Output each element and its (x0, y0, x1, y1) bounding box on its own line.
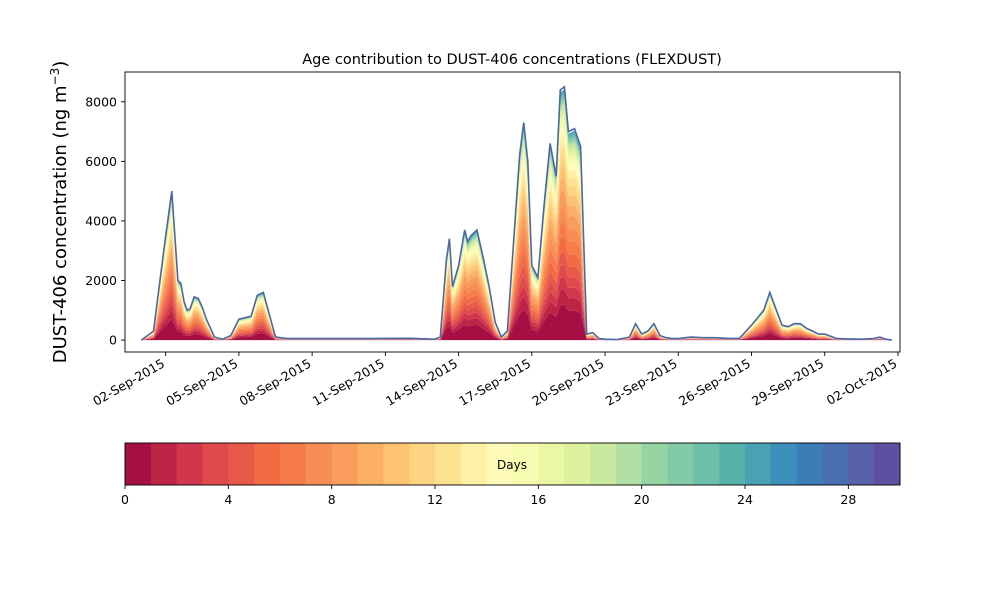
colorbar-segment (409, 443, 436, 485)
colorbar-segment (796, 443, 823, 485)
colorbar-tick-label: 4 (224, 492, 232, 507)
x-axis: 02-Sep-201505-Sep-201508-Sep-201511-Sep-… (90, 352, 899, 409)
colorbar-segment (460, 443, 488, 485)
colorbar-segment (615, 443, 643, 485)
total-concentration-line (140, 85, 893, 341)
colorbar-segment (357, 443, 384, 485)
colorbar-segment (486, 443, 513, 485)
x-tick-label: 29-Sep-2015 (749, 356, 826, 409)
x-tick-label: 05-Sep-2015 (163, 356, 240, 409)
y-tick-label: 8000 (85, 94, 117, 109)
y-axis-label-superscript: −3 (48, 68, 62, 86)
colorbar-label: Days (497, 458, 527, 472)
y-axis: 0 2000 4000 6000 8000 (85, 94, 125, 348)
y-axis-label: DUST-406 concentration (ng m−3) (48, 61, 71, 364)
colorbar-frame (124, 442, 901, 486)
age-band-area-3 (141, 264, 892, 341)
colorbar-segment (512, 443, 539, 485)
colorbar-segment (150, 443, 178, 485)
x-tick-label: 08-Sep-2015 (237, 356, 314, 409)
colorbar-segment (641, 443, 668, 485)
chart-title: Age contribution to DUST-406 concentrati… (302, 52, 722, 68)
colorbar-tick-label: 16 (530, 492, 546, 507)
x-tick-label: 02-Oct-2015 (824, 356, 900, 408)
colorbar-tick-label: 8 (328, 492, 336, 507)
colorbar-segment (564, 443, 591, 485)
x-tick-label: 26-Sep-2015 (676, 356, 753, 409)
y-tick-label: 2000 (85, 273, 117, 288)
colorbar-segment (254, 443, 281, 485)
x-tick-label: 02-Sep-2015 (90, 356, 167, 409)
x-tick-label: 11-Sep-2015 (310, 356, 387, 409)
age-band-area-1 (141, 289, 892, 341)
colorbar-segment (822, 443, 849, 485)
colorbar-segment (435, 443, 462, 485)
y-axis-label-close: ) (50, 61, 71, 68)
x-tick-label: 23-Sep-2015 (603, 356, 680, 409)
age-band-area-5 (141, 236, 892, 341)
age-band-area-6 (141, 221, 892, 341)
colorbar-segment (590, 443, 617, 485)
age-contribution-areas (141, 89, 892, 341)
colorbar-segment (331, 443, 358, 485)
y-tick-label: 4000 (85, 213, 117, 228)
colorbar-segment (848, 443, 875, 485)
colorbar-segment (874, 443, 901, 485)
colorbar-segment (280, 443, 307, 485)
colorbar-segment (770, 443, 798, 485)
x-tick-label: 14-Sep-2015 (383, 356, 460, 409)
colorbar-segment (693, 443, 720, 485)
colorbar-segment (202, 443, 229, 485)
colorbar-segment (383, 443, 410, 485)
y-tick-label: 0 (109, 333, 117, 348)
colorbar-tick-label: 24 (737, 492, 753, 507)
colorbar-tick-label: 28 (840, 492, 856, 507)
colorbar-segment (176, 443, 203, 485)
age-band-area-2 (141, 276, 892, 341)
age-band-area-7 (141, 205, 892, 341)
plot-area (124, 71, 901, 353)
colorbar-segment (125, 443, 152, 485)
colorbar-segment (745, 443, 772, 485)
colorbar-segment (538, 443, 565, 485)
colorbar: 0 4 8 12 16 20 24 28 (121, 442, 901, 507)
y-axis-label-text: DUST-406 concentration (ng m (50, 85, 71, 363)
colorbar-tick-label: 12 (427, 492, 443, 507)
y-tick-label: 6000 (85, 154, 117, 169)
colorbar-segment (305, 443, 333, 485)
plot-frame (124, 71, 901, 353)
x-tick-label: 17-Sep-2015 (456, 356, 533, 409)
colorbar-segment (719, 443, 746, 485)
x-tick-label: 20-Sep-2015 (530, 356, 607, 409)
colorbar-tick-label: 0 (121, 492, 129, 507)
age-band-area-4 (141, 251, 892, 341)
colorbar-segment (667, 443, 694, 485)
colorbar-segment (228, 443, 255, 485)
colorbar-tick-label: 20 (634, 492, 650, 507)
age-band-area-0 (141, 304, 892, 341)
